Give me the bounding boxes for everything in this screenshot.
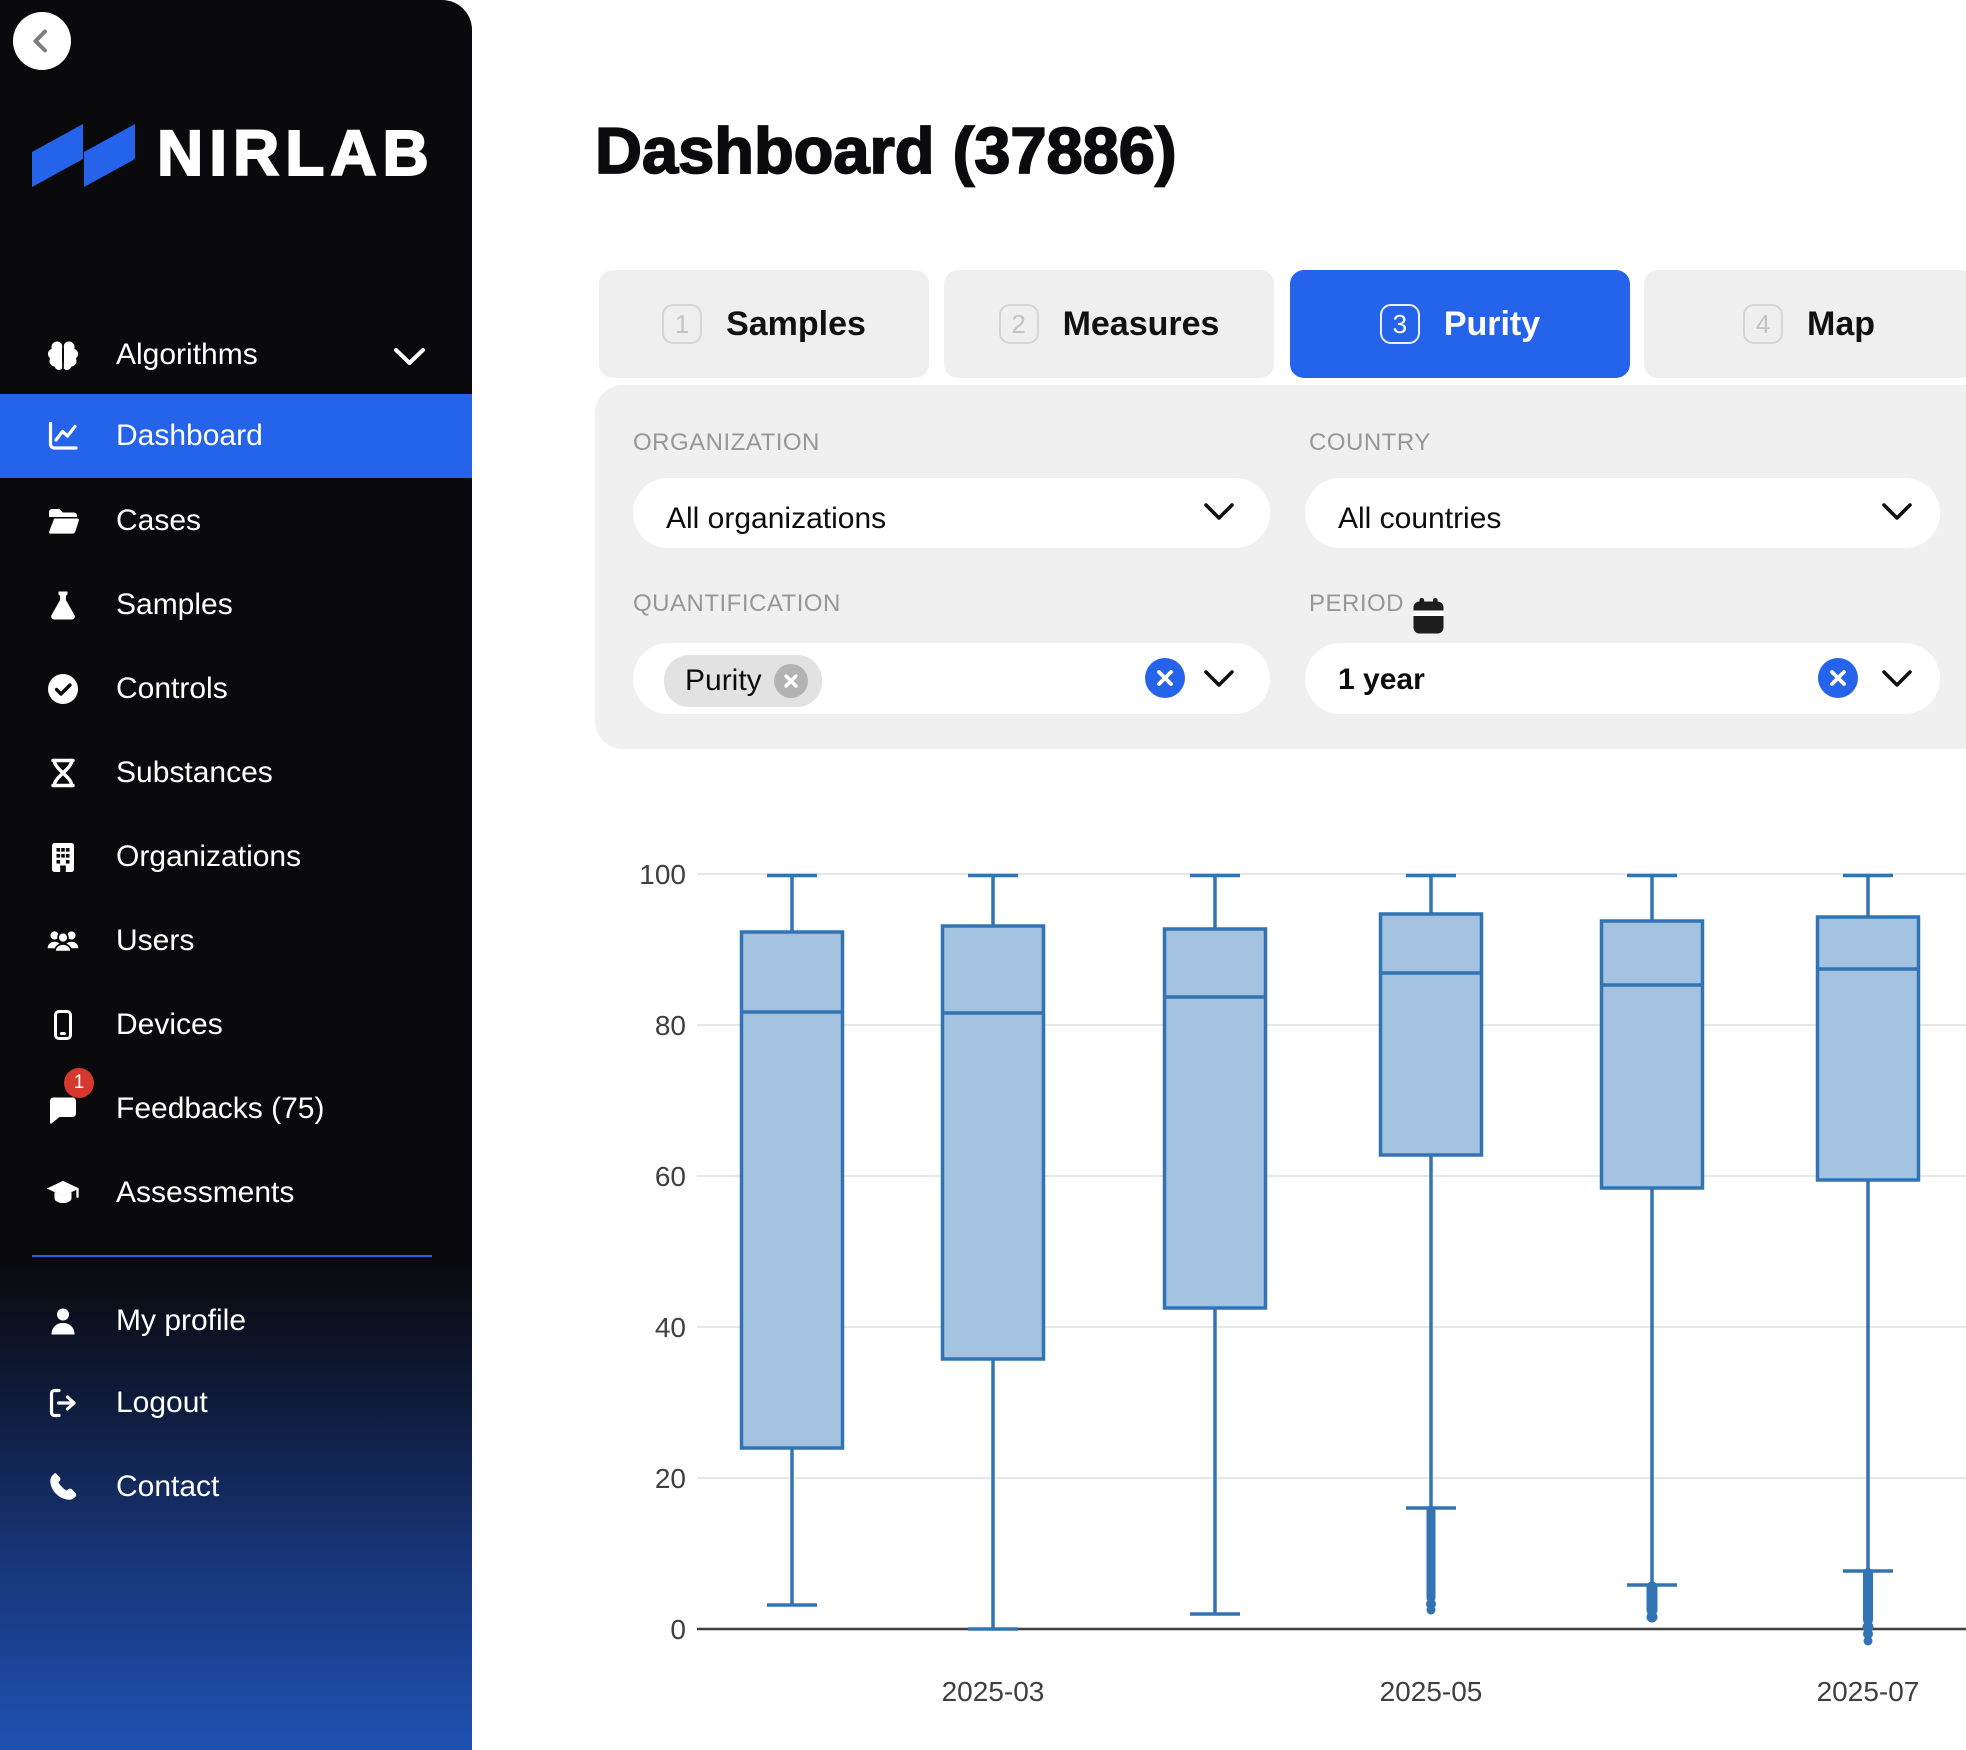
- svg-text:20: 20: [655, 1463, 686, 1494]
- svg-text:80: 80: [655, 1010, 686, 1041]
- svg-text:2025-05: 2025-05: [1380, 1676, 1483, 1707]
- svg-text:100: 100: [639, 859, 686, 890]
- svg-text:2025-07: 2025-07: [1817, 1676, 1920, 1707]
- svg-text:2025-03: 2025-03: [942, 1676, 1045, 1707]
- svg-text:60: 60: [655, 1161, 686, 1192]
- svg-text:0: 0: [670, 1614, 686, 1645]
- svg-text:40: 40: [655, 1312, 686, 1343]
